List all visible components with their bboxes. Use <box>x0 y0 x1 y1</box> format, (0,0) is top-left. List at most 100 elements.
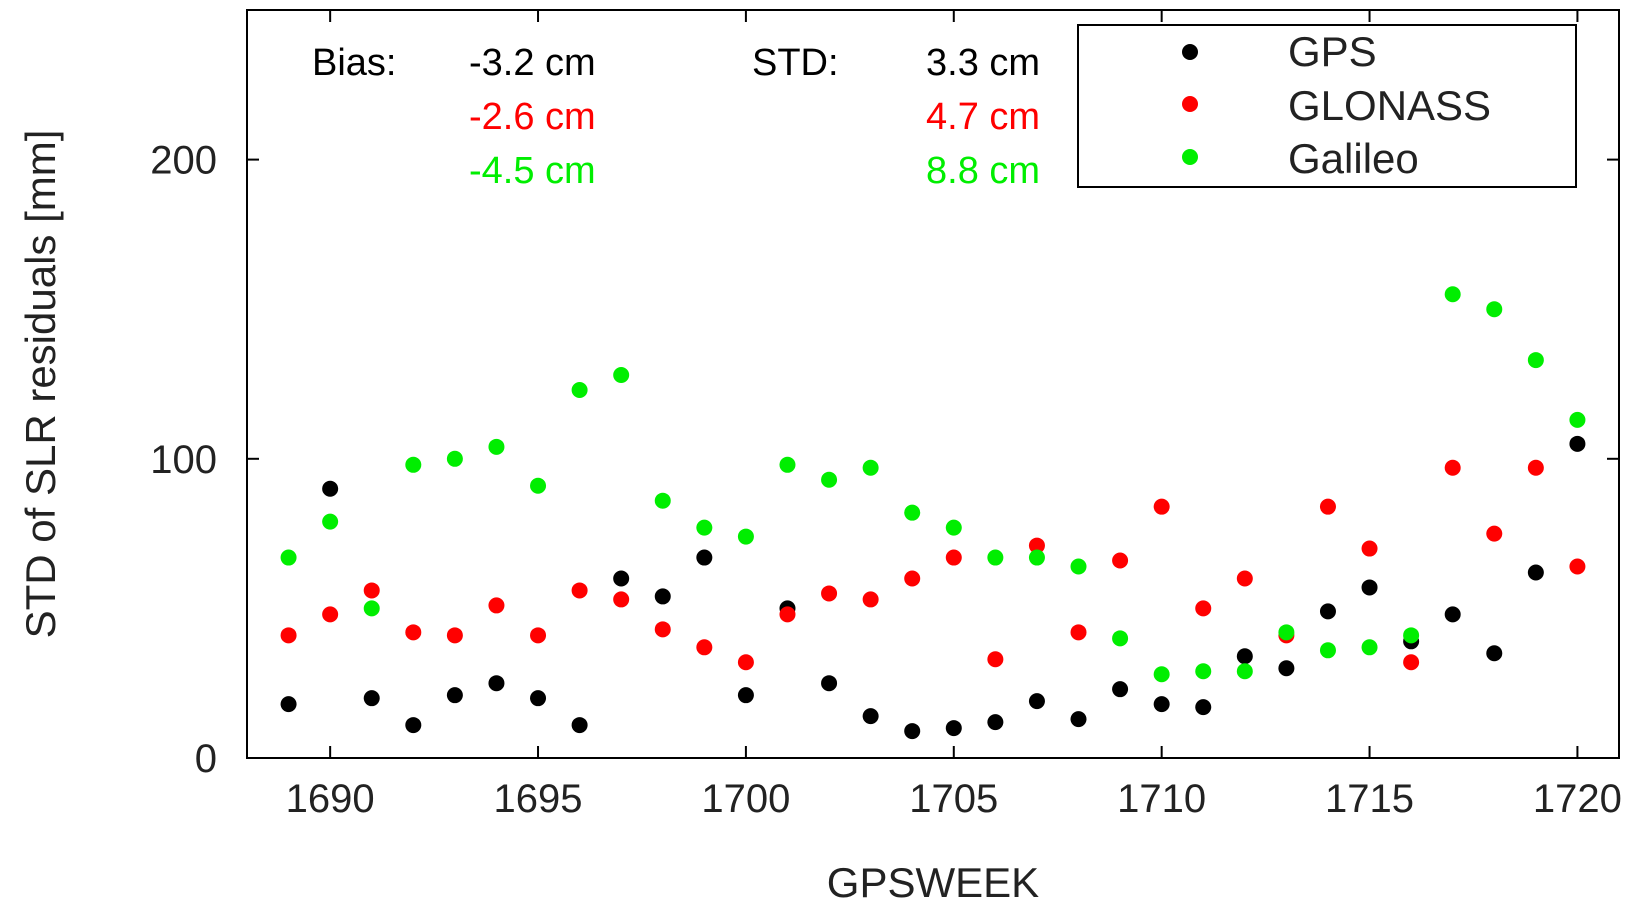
data-point-gps <box>613 570 630 587</box>
y-tick-label: 100 <box>150 438 217 482</box>
data-point-galileo <box>1028 549 1045 566</box>
x-tick-label: 1715 <box>1325 777 1414 821</box>
x-axis-title: GPSWEEK <box>827 859 1039 906</box>
data-point-galileo <box>1112 630 1129 647</box>
data-point-galileo <box>1195 663 1212 680</box>
data-point-gps <box>821 675 838 692</box>
data-point-gps <box>571 717 588 734</box>
legend: GPS GLONASS Galileo <box>1077 24 1577 188</box>
data-point-glonass <box>1153 498 1170 515</box>
data-point-glonass <box>322 606 339 623</box>
data-point-glonass <box>1403 654 1420 671</box>
data-point-galileo <box>1361 639 1378 656</box>
data-point-glonass <box>1361 540 1378 557</box>
data-point-gps <box>1527 564 1544 581</box>
data-point-galileo <box>613 367 630 384</box>
data-point-glonass <box>737 654 754 671</box>
data-point-gps <box>904 723 921 740</box>
data-point-galileo <box>530 477 547 494</box>
data-point-galileo <box>488 438 505 455</box>
x-tick-label: 1695 <box>494 777 583 821</box>
data-point-galileo <box>571 381 588 398</box>
data-point-gps <box>280 696 297 713</box>
bias-label: Bias: <box>312 42 396 84</box>
data-point-gps <box>363 690 380 707</box>
x-tick-label: 1720 <box>1533 777 1622 821</box>
x-tick-label: 1700 <box>701 777 790 821</box>
data-point-glonass <box>530 627 547 644</box>
data-point-gps <box>1361 579 1378 596</box>
data-point-glonass <box>1569 558 1586 575</box>
data-point-glonass <box>571 582 588 599</box>
legend-label-gps: GPS <box>1288 28 1377 75</box>
data-point-galileo <box>280 549 297 566</box>
data-point-galileo <box>862 459 879 476</box>
legend-marker-galileo <box>1182 149 1198 165</box>
data-point-gps <box>446 687 463 704</box>
plot-frame <box>246 9 1620 759</box>
data-point-glonass <box>1112 552 1129 569</box>
data-point-glonass <box>1195 600 1212 617</box>
x-tick-label: 1690 <box>286 777 375 821</box>
data-point-gps <box>945 720 962 737</box>
data-point-glonass <box>1444 459 1461 476</box>
data-point-galileo <box>1403 627 1420 644</box>
data-point-galileo <box>446 450 463 467</box>
data-point-galileo <box>322 513 339 530</box>
data-point-glonass <box>862 591 879 608</box>
data-point-gps <box>696 549 713 566</box>
data-point-galileo <box>1569 411 1586 428</box>
data-point-glonass <box>446 627 463 644</box>
data-point-galileo <box>821 471 838 488</box>
data-point-gps <box>1278 660 1295 677</box>
data-point-glonass <box>904 570 921 587</box>
data-point-gps <box>654 588 671 605</box>
data-point-gps <box>530 690 547 707</box>
data-point-glonass <box>363 582 380 599</box>
data-point-glonass <box>405 624 422 641</box>
data-point-glonass <box>945 549 962 566</box>
data-point-gps <box>1444 606 1461 623</box>
data-point-glonass <box>280 627 297 644</box>
data-point-galileo <box>904 504 921 521</box>
data-point-gps <box>488 675 505 692</box>
std-value-galileo: 8.8 cm <box>926 150 1040 192</box>
data-point-galileo <box>654 492 671 509</box>
data-point-gps <box>737 687 754 704</box>
std-value-gps: 3.3 cm <box>926 42 1040 84</box>
data-point-galileo <box>945 519 962 536</box>
data-point-gps <box>1319 603 1336 620</box>
data-point-glonass <box>779 606 796 623</box>
data-point-glonass <box>987 651 1004 668</box>
data-point-gps <box>322 480 339 497</box>
x-ticks: 1690 1695 1700 1705 1710 1715 1720 <box>286 10 1622 821</box>
data-point-gps <box>405 717 422 734</box>
data-point-glonass <box>1527 459 1544 476</box>
y-tick-label: 0 <box>195 737 217 781</box>
data-point-glonass <box>654 621 671 638</box>
data-point-galileo <box>1236 663 1253 680</box>
data-point-galileo <box>1278 624 1295 641</box>
data-point-galileo <box>1444 286 1461 303</box>
data-point-galileo <box>696 519 713 536</box>
std-value-glonass: 4.7 cm <box>926 96 1040 138</box>
annotations: Bias: STD: -3.2 cm -2.6 cm -4.5 cm 3.3 c… <box>312 42 1040 192</box>
data-point-glonass <box>821 585 838 602</box>
data-point-galileo <box>1070 558 1087 575</box>
data-point-glonass <box>488 597 505 614</box>
data-point-galileo <box>987 549 1004 566</box>
data-point-gps <box>1153 696 1170 713</box>
data-point-gps <box>1195 699 1212 716</box>
data-point-gps <box>862 708 879 725</box>
legend-box <box>1077 24 1577 188</box>
y-axis-title: STD of SLR residuals [mm] <box>17 130 64 639</box>
y-tick-label: 200 <box>150 139 217 183</box>
data-point-galileo <box>737 528 754 545</box>
data-point-glonass <box>613 591 630 608</box>
data-point-galileo <box>1153 666 1170 683</box>
std-label: STD: <box>752 42 839 84</box>
data-point-glonass <box>1486 525 1503 542</box>
data-point-glonass <box>1028 537 1045 554</box>
legend-marker-gps <box>1182 44 1198 60</box>
